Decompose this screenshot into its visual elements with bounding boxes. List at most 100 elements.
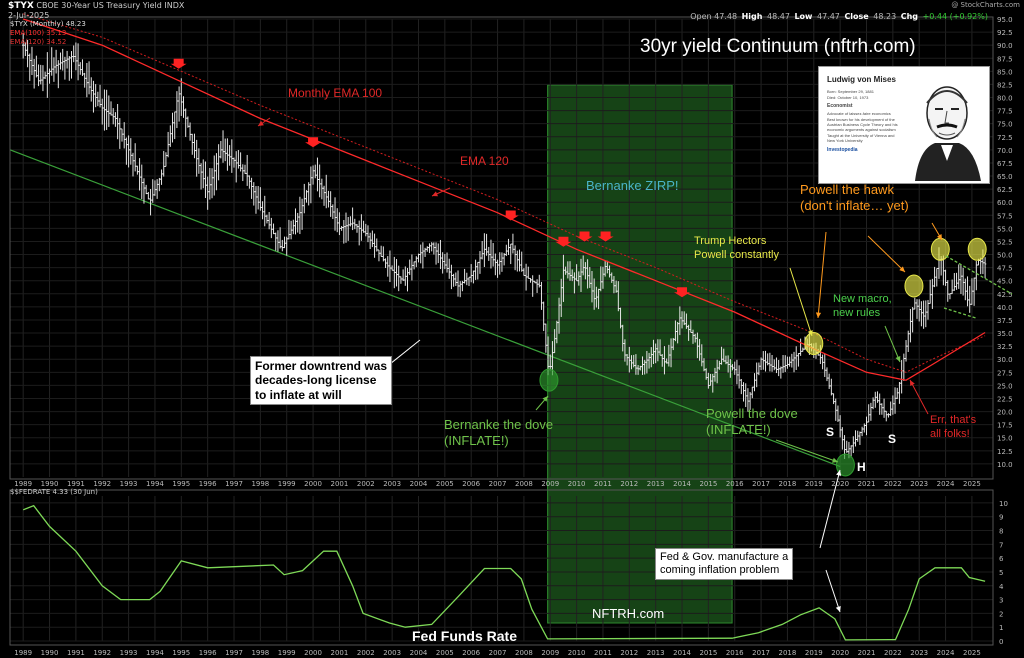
x-tick-label: 2004: [410, 480, 428, 488]
pointer-hawk: [817, 231, 827, 319]
annotation-line: Fed & Gov. manufacture a: [660, 551, 789, 563]
annotation-zirp: Bernanke ZIRP!: [586, 178, 679, 193]
y-tick-label: 40.0: [997, 304, 1013, 312]
pointer-powell-dove: [775, 439, 839, 463]
x-tick-label: 2016: [726, 649, 744, 657]
y-tick-label-lower: 0: [999, 638, 1003, 646]
x-tick-label: 2017: [752, 649, 770, 657]
peak-arrow: [305, 137, 322, 148]
downtrend-line: [9, 149, 841, 468]
x-tick-label: 2014: [673, 649, 691, 657]
fed-rate-line: [22, 504, 986, 641]
y-tick-label: 62.5: [997, 186, 1013, 194]
annotation-line: (INFLATE!): [444, 433, 509, 449]
x-tick-label: 2018: [779, 649, 797, 657]
y-tick-label: 70.0: [997, 147, 1013, 155]
portrait-line: Died: October 10, 1973: [827, 95, 869, 100]
y-tick-label: 30.0: [997, 356, 1013, 364]
x-tick-label: 2002: [357, 649, 375, 657]
pointer-fed-gov-2: [825, 569, 841, 613]
annotation-line: Powell constantly: [694, 248, 779, 261]
main-panel-frame: [9, 16, 994, 480]
annotation-line: new rules: [833, 306, 881, 319]
x-tick-label: 2011: [594, 480, 612, 488]
x-tick-label: 1992: [93, 480, 111, 488]
x-tick-label: 1995: [172, 649, 190, 657]
x-tick-label: 2000: [304, 649, 322, 657]
y-tick-label: 60.0: [997, 199, 1013, 207]
x-tick-label: 2013: [647, 480, 665, 488]
x-tick-label: 2008: [515, 649, 533, 657]
x-tick-label: 2014: [673, 480, 691, 488]
x-tick-label: 2015: [699, 649, 717, 657]
portrait-line: economic arguments against socialism: [827, 127, 896, 132]
pattern-label-h: H: [857, 460, 866, 474]
annotation-line: (INFLATE!): [706, 422, 771, 438]
x-tick-label: 2015: [699, 480, 717, 488]
annotation-line: (don't inflate… yet): [800, 198, 909, 214]
x-tick-label: 2009: [541, 649, 559, 657]
pointer-trump: [789, 267, 813, 337]
y-tick-label: 50.0: [997, 252, 1013, 260]
y-tick-label: 75.0: [997, 121, 1013, 129]
high-label: High: [741, 12, 763, 21]
pointer-ema100-head: [258, 120, 264, 126]
y-tick-label-lower: 8: [999, 528, 1003, 536]
y-tick-label: 17.5: [997, 422, 1013, 430]
open-label: Open: [690, 12, 712, 21]
symbol: $TYX: [8, 1, 34, 11]
highlight-circle: [904, 274, 924, 298]
x-tick-label: 2001: [331, 649, 349, 657]
y-tick-label-lower: 5: [999, 569, 1003, 577]
x-tick-label: 2002: [357, 480, 375, 488]
pointer-fed-gov-2-head: [835, 606, 841, 612]
x-tick-label: 1991: [67, 480, 85, 488]
x-tick-label: 1989: [14, 480, 32, 488]
pointer-new-macro: [884, 325, 901, 363]
highlight-circle: [539, 368, 559, 392]
annotation-line: New macro,: [833, 293, 892, 305]
lower-panel-frame: [9, 489, 994, 646]
pointer-bernanke-dove-head: [542, 396, 548, 402]
y-tick-label: 80.0: [997, 95, 1013, 103]
x-tick-label: 1990: [41, 649, 59, 657]
peak-arrow: [502, 210, 519, 221]
y-tick-label: 20.0: [997, 409, 1013, 417]
symbol-description: CBOE 30-Year US Treasury Yield INDX: [36, 1, 185, 10]
portrait-name: Ludwig von Mises: [827, 75, 896, 84]
annotation-line: all folks!: [930, 427, 970, 440]
y-tick-label: 77.5: [997, 108, 1013, 116]
x-tick-label: 2008: [515, 480, 533, 488]
y-tick-label-lower: 6: [999, 555, 1004, 563]
open-value: 47.48: [714, 12, 738, 21]
x-tick-label: 1998: [251, 649, 269, 657]
pointer-err: [909, 379, 929, 415]
y-tick-label: 25.0: [997, 382, 1013, 390]
peak-arrow: [597, 231, 614, 242]
x-tick-label: 1997: [225, 480, 243, 488]
y-tick-label-lower: 3: [999, 597, 1003, 605]
annotation-line: Err, that's: [930, 414, 977, 426]
peak-arrow: [576, 231, 593, 242]
portrait-line: Investopedia: [827, 147, 858, 153]
header-symbol-line: $TYX CBOE 30-Year US Treasury Yield INDX: [8, 1, 184, 11]
y-tick-label: 52.5: [997, 238, 1013, 246]
x-tick-label: 2021: [858, 649, 876, 657]
pointer-fed-gov: [819, 469, 841, 549]
x-tick-label: 1990: [41, 480, 59, 488]
zirp-shaded-period: [547, 84, 733, 624]
x-tick-label: 2025: [963, 480, 981, 488]
pattern-label-s-right: S: [888, 432, 897, 446]
y-tick-label: 22.5: [997, 395, 1013, 403]
annotation-bernanke-dove: Bernanke the dove (INFLATE!): [444, 417, 553, 450]
annotation-line: coming inflation problem: [660, 564, 780, 577]
annotation-fed-gov: Fed & Gov. manufacture a coming inflatio…: [655, 548, 794, 581]
annotation-line: to inflate at will: [255, 387, 342, 402]
portrait-line: Advocate of laissez-faire economics: [827, 111, 891, 116]
chg-label: Chg: [900, 12, 919, 21]
pointer-new-macro-head: [895, 356, 901, 362]
peak-arrow: [170, 58, 187, 69]
x-tick-label: 1997: [225, 649, 243, 657]
pointer-hawk-head: [815, 312, 822, 318]
x-tick-label: 2003: [383, 649, 401, 657]
